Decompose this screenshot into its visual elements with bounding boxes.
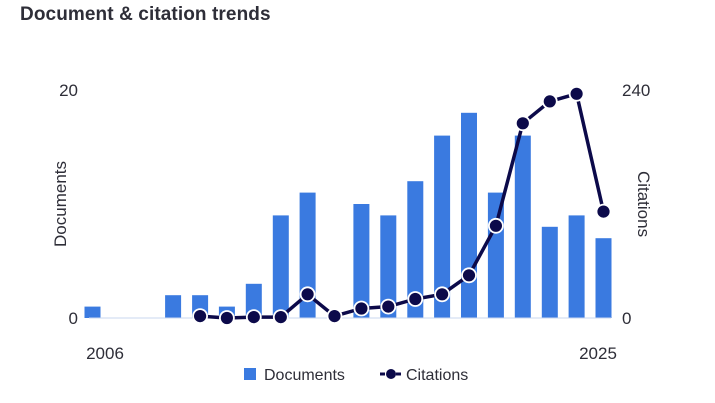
y-left-tick-max: 20	[59, 81, 78, 100]
documents-bars	[84, 112, 612, 318]
chart-title: Document & citation trends	[20, 4, 271, 25]
citations-point-2016[interactable]	[353, 300, 370, 317]
documents-bar-2019[interactable]	[434, 135, 451, 318]
documents-bar-2025[interactable]	[595, 238, 612, 318]
legend-documents-swatch[interactable]	[244, 368, 256, 380]
citations-point-2024[interactable]	[568, 85, 585, 102]
citations-point-2018[interactable]	[407, 291, 424, 307]
citations-point-2025[interactable]	[595, 203, 612, 220]
documents-bar-2013[interactable]	[272, 215, 289, 318]
documents-bar-2016[interactable]	[353, 204, 370, 318]
y-right-tick-0: 0	[622, 309, 631, 328]
citations-point-2020[interactable]	[461, 267, 477, 284]
citations-point-2023[interactable]	[541, 93, 558, 110]
citations-point-2021[interactable]	[487, 217, 504, 234]
citations-point-2013[interactable]	[272, 309, 289, 326]
citations-point-2010[interactable]	[192, 308, 209, 325]
documents-bar-2023[interactable]	[541, 226, 558, 318]
citations-series-line	[199, 92, 606, 320]
x-tick-first: 2006	[86, 344, 124, 363]
citations-point-2011[interactable]	[218, 310, 235, 326]
legend: Documents Citations	[244, 367, 468, 384]
citations-point-2017[interactable]	[380, 298, 397, 315]
y-right-tick-max: 240	[622, 81, 650, 100]
citations-point-2014[interactable]	[299, 286, 316, 303]
documents-bar-2020[interactable]	[461, 112, 477, 318]
documents-bar-2024[interactable]	[568, 215, 585, 318]
legend-citations-label[interactable]: Citations	[406, 367, 468, 384]
documents-bar-2017[interactable]	[380, 215, 397, 318]
citations-point-2019[interactable]	[434, 286, 451, 303]
documents-bar-2014[interactable]	[299, 192, 316, 318]
documents-bar-2006[interactable]	[84, 306, 101, 318]
x-tick-last: 2025	[579, 344, 617, 363]
y-left-tick-0: 0	[69, 309, 78, 328]
citations-line	[192, 85, 612, 326]
citations-point-2015[interactable]	[326, 308, 343, 325]
legend-documents-label[interactable]: Documents	[264, 367, 345, 384]
documents-bar-2018[interactable]	[407, 181, 424, 318]
legend-citations-marker[interactable]	[386, 369, 396, 379]
documents-bar-2022[interactable]	[514, 135, 531, 318]
citations-point-2012[interactable]	[245, 309, 262, 326]
documents-bar-2021[interactable]	[487, 192, 504, 318]
citations-point-2022[interactable]	[514, 115, 531, 132]
y-axis-label-right: Citations	[634, 171, 653, 237]
documents-bar-2012[interactable]	[245, 283, 262, 318]
y-axis-label-left: Documents	[51, 161, 70, 247]
documents-bar-2009[interactable]	[165, 295, 182, 318]
